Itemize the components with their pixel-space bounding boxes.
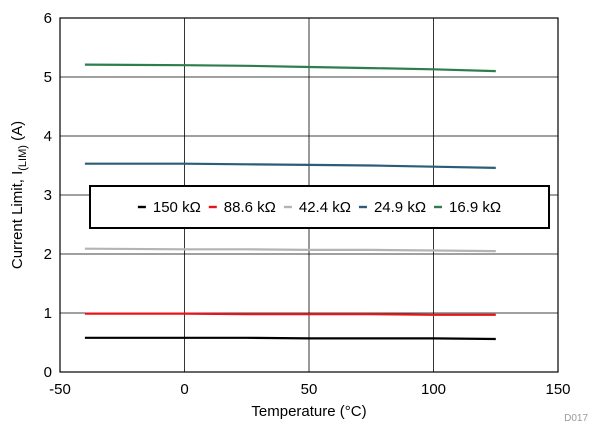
series-line-0: [84, 336, 496, 341]
y-tick-labels: 0 1 2 3 4 5 6: [44, 10, 52, 381]
series-line-1: [84, 312, 496, 316]
series-line-3: [84, 162, 496, 169]
legend-label-4: 16.9 kΩ: [449, 199, 501, 216]
y-axis-title-main: Current Limit, I: [9, 171, 26, 269]
y-tick-label: 6: [44, 10, 52, 27]
x-tick-label: 0: [180, 381, 188, 398]
y-tick-label: 1: [44, 305, 52, 322]
x-tick-labels: -50 0 50 100 150: [49, 381, 570, 398]
x-axis-title: Temperature (°C): [251, 403, 366, 420]
legend-label-2: 42.4 kΩ: [299, 199, 351, 216]
y-tick-label: 3: [44, 187, 52, 204]
legend-label-1: 88.6 kΩ: [224, 199, 276, 216]
y-tick-label: 4: [44, 128, 52, 145]
legend-label-0: 150 kΩ: [153, 199, 201, 216]
y-tick-label: 5: [44, 69, 52, 86]
y-axis-title: Current Limit, I(LIM) (A): [9, 121, 29, 269]
y-axis-title-subscript: (LIM): [17, 145, 29, 171]
x-tick-label: -50: [49, 381, 71, 398]
plot-frame: [59, 17, 559, 373]
x-tick-label: 100: [421, 381, 446, 398]
figure-code: D017: [564, 413, 588, 423]
legend-box: [89, 185, 550, 229]
y-tick-label: 0: [44, 364, 52, 381]
legend: 150 kΩ 88.6 kΩ 42.4 kΩ 24.9 kΩ 16.9 kΩ: [89, 185, 550, 229]
x-tick-label: 50: [301, 381, 318, 398]
y-axis-title-unit: (A): [9, 121, 26, 145]
x-tick-label: 150: [545, 381, 570, 398]
legend-label-3: 24.9 kΩ: [374, 199, 426, 216]
series-line-4: [84, 63, 496, 73]
y-tick-label: 2: [44, 246, 52, 263]
series-lines: [84, 63, 496, 341]
series-line-2: [84, 247, 496, 253]
